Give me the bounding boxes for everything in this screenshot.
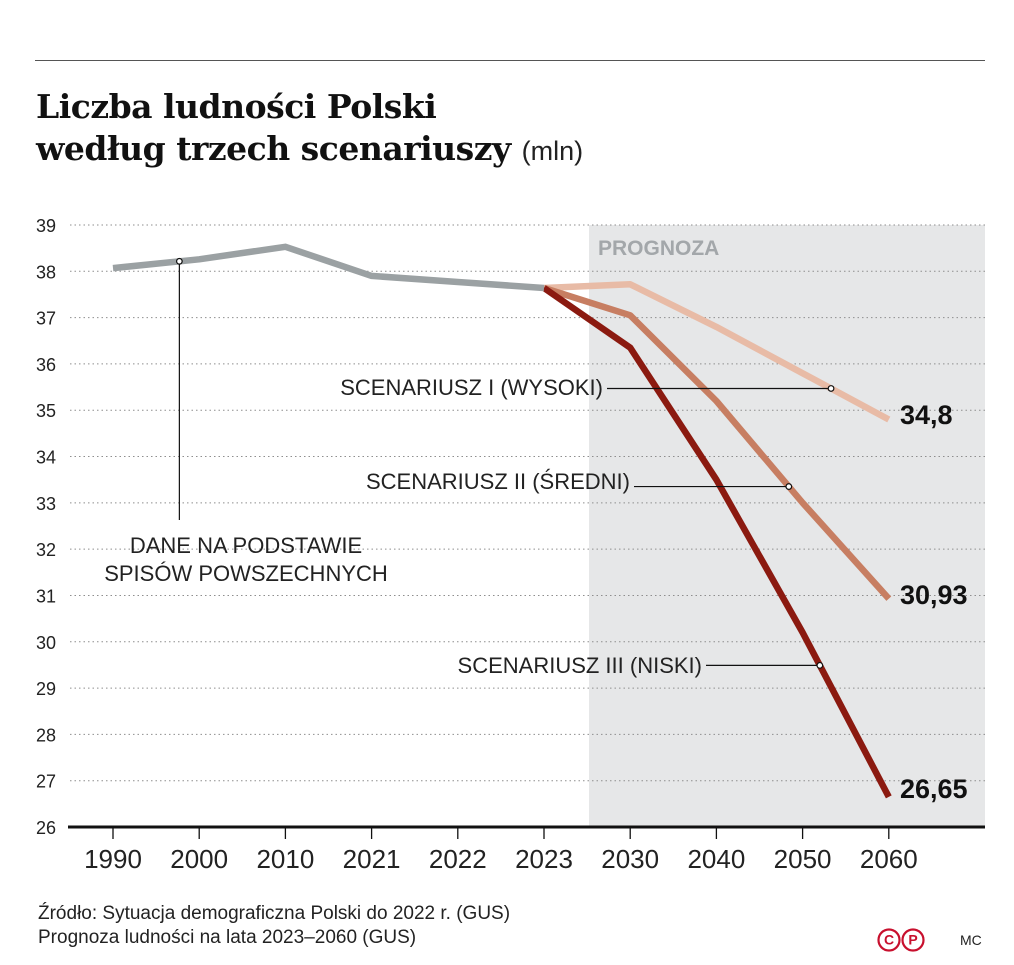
callout-dot — [175, 257, 183, 265]
y-tick-label: 30 — [36, 633, 56, 653]
series-label-historical: DANE NA PODSTAWIE SPISÓW POWSZECHNYCH — [104, 533, 388, 586]
series-label-medium: SCENARIUSZ II (ŚREDNI) — [366, 469, 630, 494]
y-tick-label: 36 — [36, 355, 56, 375]
svg-text:P: P — [908, 932, 917, 948]
callout-dot — [827, 385, 835, 392]
y-tick-label: 35 — [36, 401, 56, 421]
end-value-label: 26,65 — [900, 774, 968, 804]
top-rule — [35, 60, 985, 61]
x-tick-label: 2021 — [343, 844, 401, 874]
x-tick-label: 2010 — [256, 844, 314, 874]
x-tick-label: 2030 — [601, 844, 659, 874]
x-tick-label: 2022 — [429, 844, 487, 874]
y-tick-label: 31 — [36, 586, 56, 606]
y-tick-label: 33 — [36, 494, 56, 514]
x-tick-label: 1990 — [84, 844, 142, 874]
chart-title: Liczba ludności Polski według trzech sce… — [36, 86, 583, 172]
source-line-1: Źródło: Sytuacja demograficzna Polski do… — [38, 903, 511, 924]
svg-text:C: C — [884, 932, 894, 948]
y-tick-label: 34 — [36, 448, 56, 468]
end-value-label: 34,8 — [900, 400, 953, 430]
callout-dot — [785, 483, 793, 490]
author-credit: MC — [960, 932, 982, 948]
source-note: Źródło: Sytuacja demograficzna Polski do… — [38, 902, 510, 950]
end-value-label: 30,93 — [900, 580, 968, 610]
x-tick-label: 2023 — [515, 844, 573, 874]
title-line-2: według trzech scenariuszy — [36, 129, 511, 168]
y-tick-label: 37 — [36, 309, 56, 329]
population-line-chart: PROGNOZA 26 27 28 29 30 31 32 33 34 35 36 37 38 39 1990… — [36, 216, 985, 874]
x-tick-label: 2000 — [170, 844, 228, 874]
y-tick-label: 39 — [36, 216, 56, 236]
y-tick-label: 29 — [36, 679, 56, 699]
y-tick-label: 27 — [36, 772, 56, 792]
title-unit: (mln) — [521, 136, 584, 166]
callout-dot — [816, 661, 824, 669]
series-line — [542, 285, 892, 799]
x-tick-label: 2040 — [687, 844, 745, 874]
source-line-2: Prognoza ludności na lata 2023–2060 (GUS… — [38, 927, 417, 948]
publisher-logo: C P — [877, 928, 925, 952]
x-tick-label: 2050 — [774, 844, 832, 874]
series-line — [543, 284, 892, 601]
forecast-label: PROGNOZA — [598, 237, 719, 260]
y-tick-label: 38 — [36, 262, 56, 282]
y-tick-label: 28 — [36, 725, 56, 745]
forecast-area — [589, 225, 985, 827]
y-tick-label: 32 — [36, 540, 56, 560]
y-tick-label: 26 — [36, 818, 56, 838]
series-label-low: SCENARIUSZ III (NISKI) — [458, 653, 702, 678]
x-tick-label: 2060 — [860, 844, 918, 874]
title-line-1: Liczba ludności Polski — [36, 87, 437, 126]
series-label-high: SCENARIUSZ I (WYSOKI) — [340, 375, 603, 400]
series-line — [112, 243, 545, 292]
